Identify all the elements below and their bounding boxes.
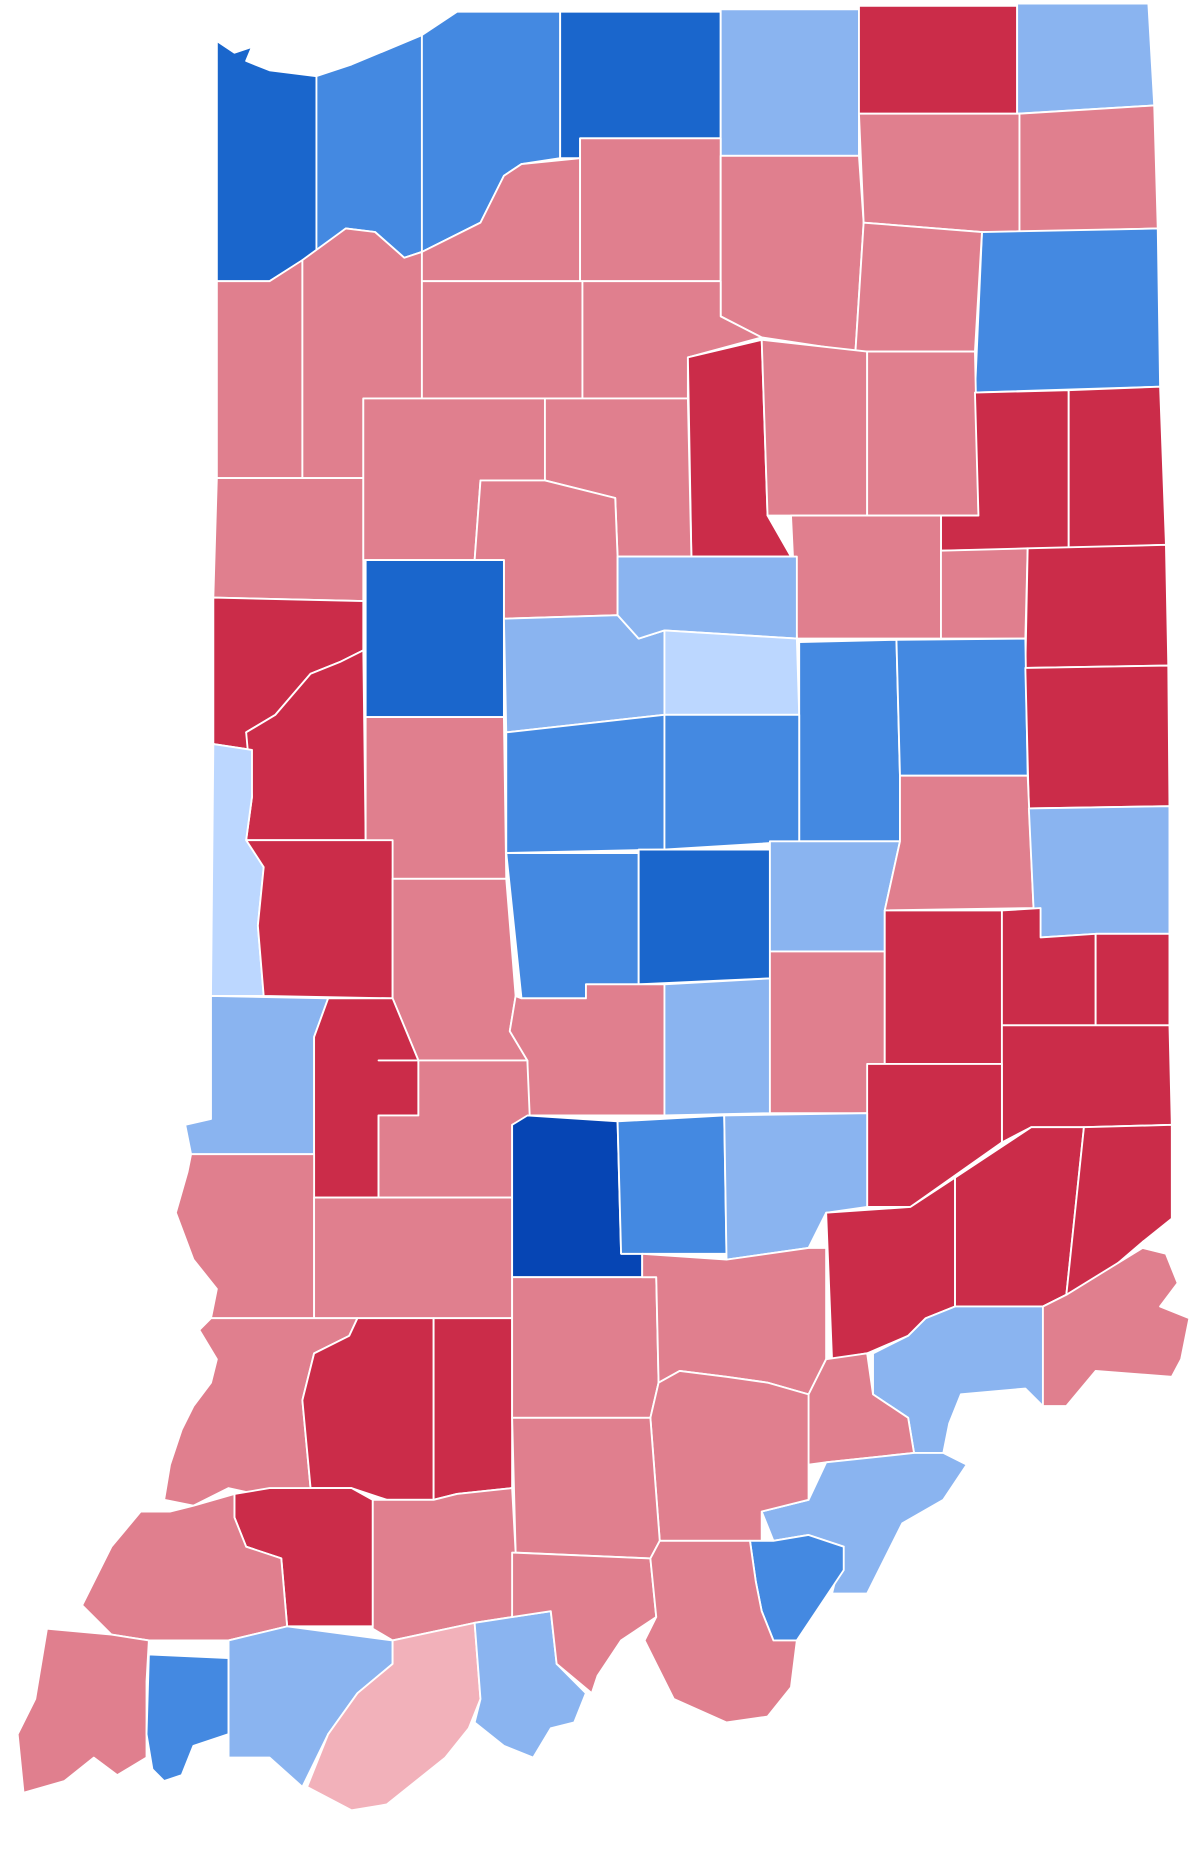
- county: [643, 1539, 798, 1724]
- county: [313, 1196, 514, 1320]
- county: [663, 629, 801, 716]
- county: [1041, 1246, 1191, 1408]
- county: [663, 977, 771, 1117]
- county: [511, 1276, 660, 1419]
- county: [641, 1246, 828, 1396]
- county: [974, 227, 1162, 394]
- county: [1018, 104, 1159, 233]
- county: [760, 338, 869, 517]
- county: [215, 259, 304, 480]
- county: [883, 774, 1035, 912]
- county: [858, 4, 1019, 115]
- county: [768, 840, 901, 953]
- county: [371, 1487, 517, 1642]
- county: [1094, 932, 1171, 1027]
- county: [315, 34, 423, 259]
- county: [719, 8, 860, 157]
- county: [212, 477, 365, 603]
- county: [16, 1627, 150, 1794]
- county: [760, 1452, 968, 1595]
- county: [663, 713, 801, 851]
- county: [432, 1317, 514, 1501]
- county: [798, 638, 901, 843]
- county: [184, 995, 330, 1156]
- county: [579, 137, 722, 283]
- county: [559, 10, 722, 160]
- county: [505, 713, 666, 854]
- county: [364, 559, 505, 719]
- county: [245, 839, 394, 1000]
- county: [858, 112, 1021, 233]
- county: [719, 154, 865, 353]
- county: [505, 852, 640, 1000]
- county: [174, 1153, 316, 1320]
- county: [1027, 805, 1171, 939]
- county: [1024, 664, 1171, 810]
- county: [883, 909, 1003, 1065]
- county: [420, 280, 584, 400]
- county: [215, 40, 318, 283]
- county: [1067, 385, 1167, 550]
- county: [616, 1114, 728, 1255]
- county: [145, 1653, 230, 1782]
- county: [940, 547, 1029, 640]
- county: [508, 983, 666, 1117]
- county: [854, 221, 983, 353]
- county: [895, 637, 1029, 777]
- county: [1024, 543, 1170, 669]
- county: [391, 877, 529, 1062]
- county: [511, 1416, 661, 1560]
- county: [637, 848, 771, 986]
- county: [790, 514, 942, 640]
- county: [1016, 2, 1156, 115]
- county: [866, 350, 980, 517]
- county: [616, 555, 798, 640]
